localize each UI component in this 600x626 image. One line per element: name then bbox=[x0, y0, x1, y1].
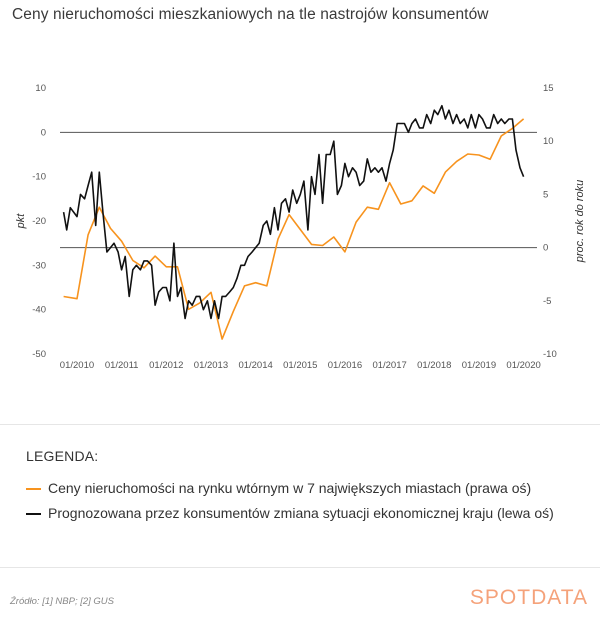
legend-swatch-orange bbox=[26, 488, 41, 490]
left-axis-tick: -30 bbox=[32, 260, 46, 271]
x-axis-tick: 01/2018 bbox=[417, 360, 451, 371]
legend-label: Prognozowana przez konsumentów zmiana sy… bbox=[48, 505, 554, 521]
legend-box bbox=[0, 424, 600, 568]
left-axis-tick: -20 bbox=[32, 216, 46, 227]
series-line-consumer-outlook bbox=[62, 104, 525, 320]
right-axis-label: proc. rok do roku bbox=[574, 180, 586, 264]
left-axis-tick: -50 bbox=[32, 349, 46, 360]
legend-item-housing-prices: Ceny nieruchomości na rynku wtórnym w 7 … bbox=[26, 478, 571, 499]
x-axis-tick: 01/2020 bbox=[506, 360, 540, 371]
legend-title: LEGENDA: bbox=[26, 448, 99, 464]
right-axis-tick: 5 bbox=[543, 189, 548, 200]
left-axis-tick: -40 bbox=[32, 305, 46, 316]
x-axis-tick: 01/2013 bbox=[194, 360, 228, 371]
x-axis-tick: 01/2012 bbox=[149, 360, 183, 371]
right-axis-tick: 10 bbox=[543, 136, 554, 147]
right-axis-tick: -5 bbox=[543, 296, 551, 307]
left-axis-tick: 10 bbox=[35, 83, 46, 94]
legend-item-consumer-outlook: Prognozowana przez konsumentów zmiana sy… bbox=[26, 503, 571, 524]
left-axis-tick: 0 bbox=[41, 127, 46, 138]
x-axis-tick: 01/2010 bbox=[60, 360, 94, 371]
brand-logo: SPOTDATA bbox=[469, 586, 588, 609]
x-axis-tick: 01/2014 bbox=[238, 360, 272, 371]
chart-title: Ceny nieruchomości mieszkaniowych na tle… bbox=[12, 6, 489, 23]
x-axis-tick: 01/2015 bbox=[283, 360, 317, 371]
x-axis-tick: 01/2016 bbox=[328, 360, 362, 371]
right-axis-tick: -10 bbox=[543, 349, 557, 360]
x-axis-tick: 01/2011 bbox=[105, 360, 139, 371]
left-axis-label: pkt bbox=[15, 213, 27, 230]
source-note: Źródło: [1] NBP; [2] GUS bbox=[10, 596, 115, 607]
left-axis-tick: -10 bbox=[32, 172, 46, 183]
right-axis-tick: 15 bbox=[543, 83, 554, 94]
chart: 10 0 -10 -20 -30 -40 -50 15 10 5 0 -5 -10 01/2010 01/2… bbox=[15, 83, 586, 371]
legend-label: Ceny nieruchomości na rynku wtórnym w 7 … bbox=[48, 480, 532, 496]
x-axis-tick: 01/2017 bbox=[372, 360, 406, 371]
series-line-housing-prices bbox=[63, 118, 525, 340]
right-axis-tick: 0 bbox=[543, 243, 548, 254]
legend-swatch-black bbox=[26, 513, 41, 515]
x-axis-tick: 01/2019 bbox=[462, 360, 496, 371]
